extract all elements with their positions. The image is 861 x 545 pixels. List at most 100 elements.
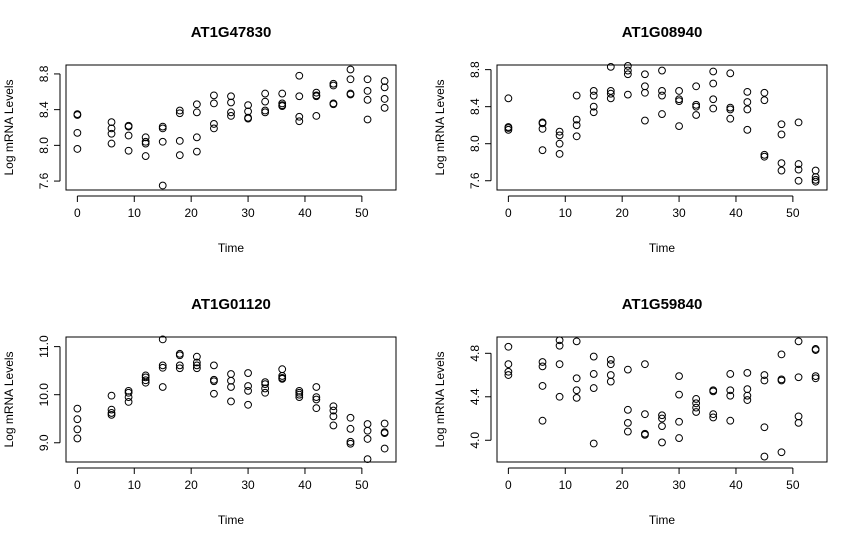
data-point: [346, 413, 355, 422]
data-point: [107, 391, 116, 400]
data-point: [606, 377, 615, 386]
x-tick-label: 50: [355, 206, 369, 220]
data-point: [312, 383, 321, 391]
data-point: [504, 371, 513, 379]
data-point: [777, 166, 786, 175]
data-point: [158, 383, 167, 391]
data-point: [73, 145, 82, 153]
panel-title: AT1G59840: [622, 296, 703, 313]
data-point: [726, 386, 735, 395]
data-point: [777, 159, 786, 168]
x-tick-label: 20: [184, 478, 198, 492]
data-point: [572, 393, 581, 402]
data-point: [555, 131, 564, 140]
data-point: [589, 102, 598, 111]
data-point: [538, 119, 547, 128]
scatter-panel: AT1G47830 0 10 20 30 40 50 7.6 8.0 8.4 8.8 Time Log …: [2, 24, 397, 255]
data-point: [760, 96, 769, 105]
plot-frame: [496, 336, 828, 463]
data-point: [589, 370, 598, 378]
data-point: [278, 365, 287, 374]
data-point: [107, 129, 116, 138]
data-point: [175, 361, 184, 370]
data-point: [329, 412, 338, 421]
x-tick-label: 0: [505, 478, 512, 492]
data-point: [504, 360, 513, 369]
data-point: [589, 439, 598, 448]
data-point: [363, 435, 372, 443]
data-point: [261, 108, 270, 117]
data-point: [777, 448, 786, 457]
data-point: [709, 410, 718, 419]
data-point: [811, 374, 820, 383]
data-point: [192, 108, 201, 117]
data-point: [794, 337, 803, 346]
panel-title: AT1G08940: [622, 24, 703, 41]
data-point: [312, 395, 321, 404]
data-point: [192, 361, 201, 370]
data-point: [380, 429, 389, 438]
data-point: [692, 399, 701, 408]
data-point: [107, 124, 116, 133]
data-point: [641, 70, 649, 79]
data-point: [227, 383, 235, 391]
data-point: [709, 413, 718, 422]
data-point: [244, 101, 252, 110]
data-point: [726, 391, 735, 400]
data-point: [709, 104, 718, 113]
data-point: [709, 79, 718, 88]
data-point: [623, 427, 632, 436]
x-tick-label: 0: [74, 478, 81, 492]
plot-frame: [65, 336, 397, 463]
data-point: [380, 444, 389, 453]
data-point: [675, 434, 683, 442]
data-point: [312, 404, 321, 413]
panel-title: AT1G01120: [191, 296, 271, 313]
y-axis-label: Log mRNA Levels: [433, 351, 447, 447]
data-point: [743, 391, 752, 400]
data-point: [295, 71, 304, 80]
data-point: [572, 115, 581, 124]
data-point: [210, 377, 218, 386]
data-point: [743, 98, 752, 106]
data-point: [675, 122, 683, 131]
data-point: [278, 372, 287, 380]
data-point: [141, 378, 150, 387]
data-point: [192, 147, 201, 156]
data-point: [555, 341, 564, 350]
data-point: [743, 105, 752, 114]
data-point: [175, 364, 184, 373]
plot-frame: [496, 64, 828, 191]
data-point: [107, 410, 116, 419]
data-point: [623, 365, 632, 374]
data-point: [73, 415, 82, 424]
data-point: [606, 94, 615, 103]
x-tick-label: 20: [615, 478, 629, 492]
data-point: [589, 384, 598, 392]
data-point: [811, 173, 820, 181]
data-point: [555, 336, 564, 345]
data-point: [675, 417, 683, 426]
data-point: [244, 114, 252, 123]
y-tick-label: 7.6: [37, 172, 51, 189]
data-point: [261, 388, 270, 397]
data-point: [623, 70, 632, 79]
data-point: [572, 91, 581, 100]
data-point: [538, 124, 547, 133]
data-point: [658, 438, 666, 447]
y-tick-label: 8.8: [468, 61, 482, 78]
data-point: [726, 69, 735, 78]
data-point: [210, 99, 218, 108]
data-point: [124, 131, 133, 140]
x-axis-label: Time: [649, 513, 676, 527]
data-point: [504, 125, 513, 134]
data-point: [760, 371, 769, 379]
data-point: [380, 83, 389, 92]
data-point: [743, 385, 752, 394]
scatter-panel: AT1G59840 0 10 20 30 40 50 4.0 4.4 4.8 Time Log mRN…: [433, 296, 828, 527]
data-point: [107, 118, 116, 127]
data-point: [794, 160, 803, 168]
data-point: [210, 361, 218, 370]
data-point: [175, 106, 184, 115]
